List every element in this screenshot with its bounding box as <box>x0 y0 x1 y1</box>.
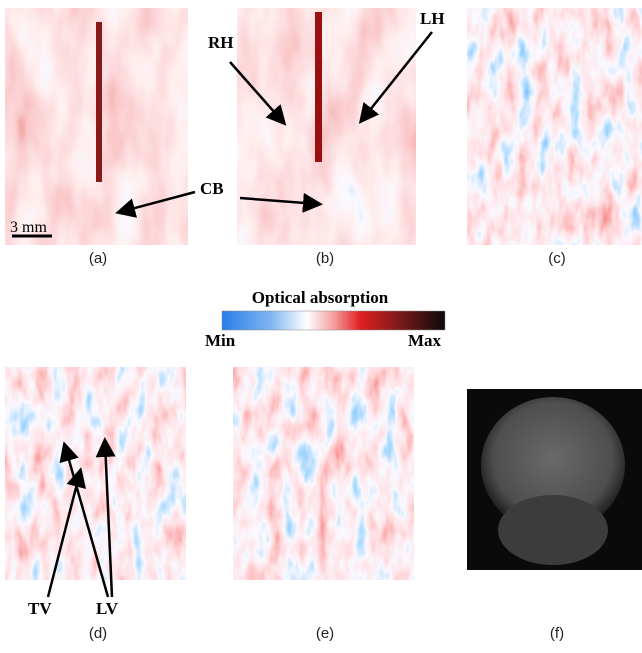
colorbar-min: Min <box>205 331 236 350</box>
annotation: CB <box>200 179 224 198</box>
annotation: LV <box>96 599 119 618</box>
image-panel-d <box>5 367 186 580</box>
colorbar <box>222 311 445 330</box>
panel-label: (f) <box>550 625 564 642</box>
panel-label: (a) <box>89 250 107 267</box>
annotation: TV <box>28 599 52 618</box>
panel-label: (e) <box>316 625 334 642</box>
image-panel-b <box>237 8 416 245</box>
figure: 3 mm RH LH CB TV LV Optical absorption M… <box>0 0 642 653</box>
image-feature <box>96 22 102 182</box>
image-panel-e <box>233 367 414 580</box>
mri-cerebellum <box>498 495 608 565</box>
image-panel-c <box>467 8 642 245</box>
scale-bar-label: 3 mm <box>10 219 47 236</box>
annotation: LH <box>420 9 445 28</box>
panel-label: (c) <box>548 250 566 267</box>
colorbar-title: Optical absorption <box>252 288 389 307</box>
panel-label: (d) <box>89 625 107 642</box>
panel-label: (b) <box>316 250 334 267</box>
colorbar-max: Max <box>408 331 442 350</box>
annotation: RH <box>208 33 234 52</box>
image-feature <box>315 12 322 162</box>
